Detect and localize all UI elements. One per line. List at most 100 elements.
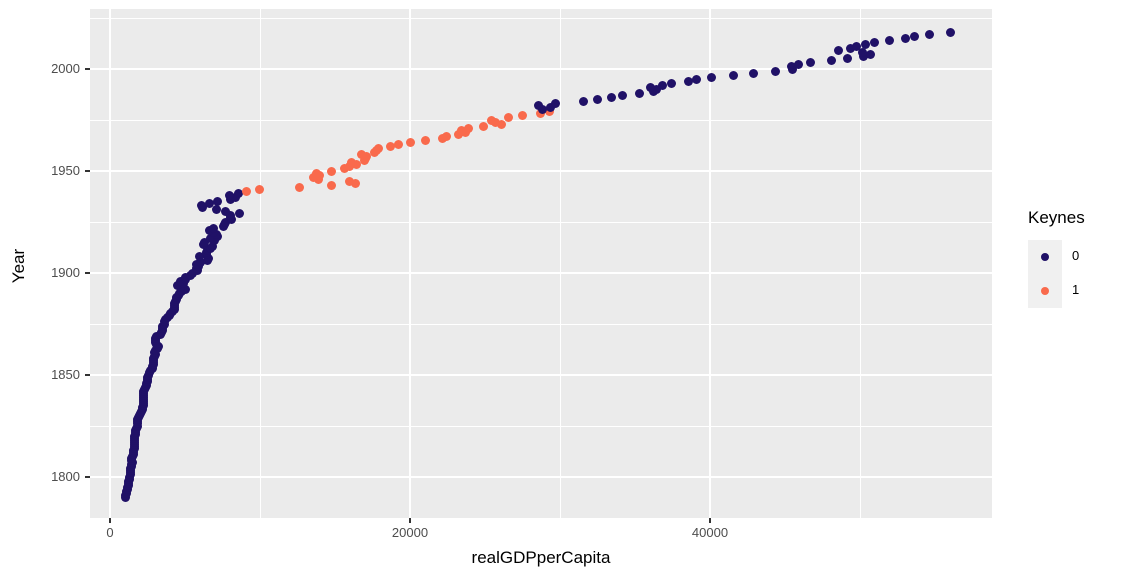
data-point — [910, 31, 920, 41]
major-gridline-y — [90, 170, 992, 172]
data-point — [806, 58, 815, 68]
data-point — [394, 139, 404, 149]
data-point — [884, 35, 894, 45]
legend-key: 1 — [1028, 274, 1079, 308]
major-gridline-x — [409, 9, 411, 518]
data-point — [212, 205, 222, 215]
data-point — [496, 119, 506, 129]
minor-gridline-y — [90, 17, 992, 19]
data-point — [346, 158, 356, 168]
data-point — [225, 190, 235, 200]
data-point — [199, 237, 209, 247]
data-point — [487, 115, 497, 125]
y-tick-label: 1950 — [51, 163, 80, 178]
data-point — [312, 168, 322, 178]
minor-gridline-x — [259, 9, 261, 518]
data-point — [221, 207, 231, 217]
data-point — [925, 29, 935, 39]
y-tick-label: 1900 — [51, 265, 80, 280]
legend-entry-label: 1 — [1072, 282, 1080, 297]
data-point — [204, 254, 214, 264]
data-point — [534, 101, 544, 111]
data-point — [195, 258, 205, 268]
x-tick-mark — [709, 518, 711, 523]
y-tick-mark — [85, 272, 90, 274]
data-point — [188, 268, 197, 278]
data-point — [205, 199, 215, 209]
x-tick-label: 40000 — [691, 525, 729, 540]
data-point — [503, 113, 513, 123]
x-tick-label: 20000 — [391, 525, 429, 540]
y-tick-label: 1800 — [51, 469, 80, 484]
minor-gridline-y — [90, 221, 992, 223]
data-point — [233, 188, 243, 198]
data-point — [651, 84, 661, 94]
data-point — [206, 233, 216, 243]
x-tick-label: 0 — [106, 525, 114, 540]
data-point — [181, 272, 191, 282]
data-point — [946, 27, 956, 37]
data-point — [181, 284, 191, 294]
legend-key-dot — [1041, 287, 1049, 295]
data-point — [242, 186, 252, 196]
minor-gridline-x — [859, 9, 861, 518]
data-point — [707, 72, 717, 82]
major-gridline-x — [109, 9, 111, 518]
x-tick-mark — [409, 518, 411, 523]
legend-key-dot — [1041, 253, 1049, 261]
data-point — [225, 211, 235, 221]
data-point — [351, 178, 361, 188]
data-point — [351, 160, 361, 170]
data-point — [234, 209, 244, 219]
minor-gridline-y — [90, 425, 992, 427]
data-point — [538, 105, 548, 115]
data-point — [858, 48, 868, 58]
data-point — [356, 150, 366, 160]
data-point — [463, 123, 473, 133]
data-point — [683, 76, 693, 86]
data-point — [826, 56, 836, 66]
data-point — [593, 95, 603, 105]
data-point — [578, 97, 588, 107]
y-tick-label: 2000 — [51, 61, 80, 76]
data-point — [221, 217, 231, 227]
data-point — [254, 184, 264, 194]
legend-title: Keynes — [1028, 208, 1085, 227]
legend-entry-label: 0 — [1072, 248, 1080, 263]
data-point — [843, 54, 853, 64]
data-point — [479, 121, 488, 131]
data-point — [196, 201, 206, 211]
data-point — [327, 180, 337, 190]
data-point — [728, 70, 738, 80]
data-point — [386, 142, 396, 152]
major-gridline-y — [90, 476, 992, 478]
data-point — [344, 176, 354, 186]
data-point — [749, 68, 759, 78]
data-point — [870, 37, 880, 47]
data-point — [771, 66, 781, 76]
major-gridline-y — [90, 272, 992, 274]
data-point — [208, 223, 218, 233]
data-point — [326, 166, 336, 176]
y-axis-title: Year — [9, 248, 28, 284]
y-tick-mark — [85, 68, 90, 70]
data-point — [846, 44, 856, 54]
data-point — [457, 125, 467, 135]
data-point — [606, 93, 616, 103]
data-point — [667, 78, 677, 88]
data-point — [339, 164, 349, 174]
data-point — [657, 80, 667, 90]
data-point — [295, 182, 305, 192]
data-point — [535, 109, 545, 119]
x-axis-title: realGDPperCapita — [471, 548, 611, 567]
data-point — [618, 91, 628, 101]
data-point — [793, 60, 803, 70]
data-point — [406, 137, 416, 147]
data-point — [441, 131, 451, 141]
data-point — [692, 74, 702, 84]
data-point — [545, 103, 555, 113]
y-tick-mark — [85, 374, 90, 376]
